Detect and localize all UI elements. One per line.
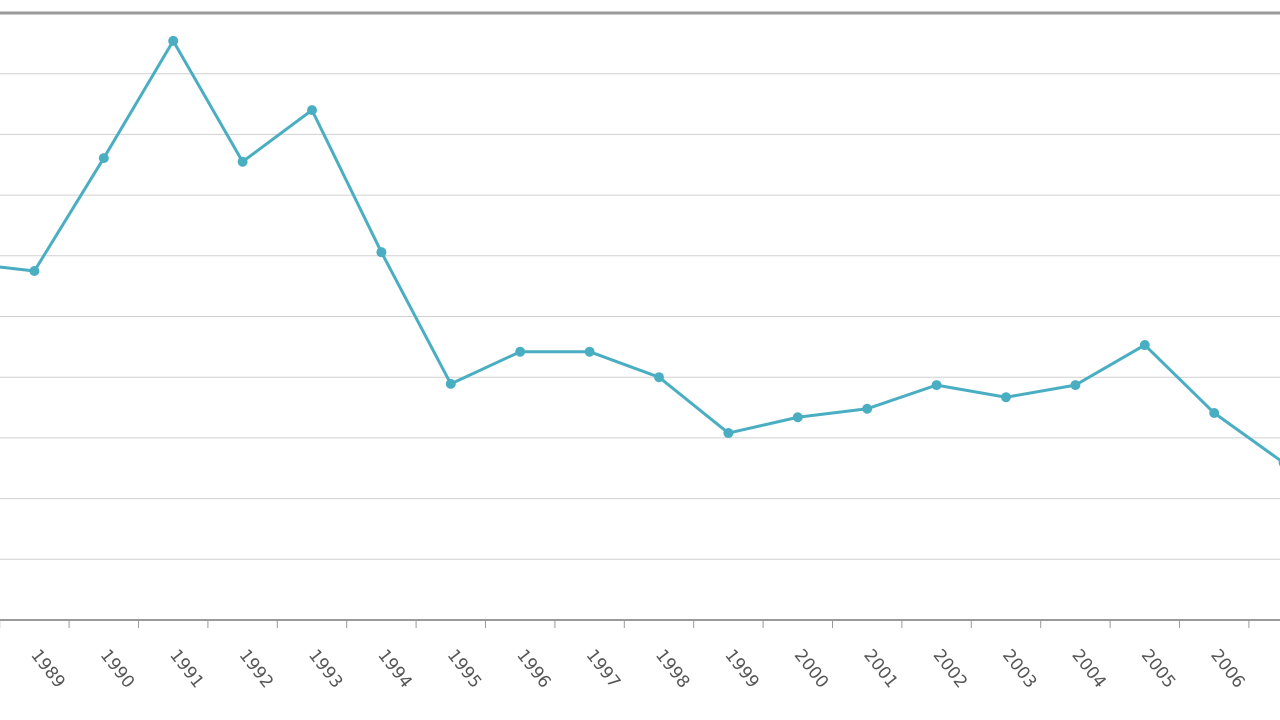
x-tick-label: 1995	[443, 646, 485, 692]
data-point	[931, 380, 942, 391]
data-point	[307, 105, 317, 116]
x-tick-label: 1999	[720, 646, 762, 692]
data-point	[584, 346, 595, 357]
data-point	[1139, 340, 1150, 351]
x-tick-label: 2002	[929, 646, 971, 692]
x-tick-label: 1992	[235, 646, 277, 692]
data-point	[862, 403, 873, 414]
data-line	[0, 39, 1280, 463]
x-tick-label: 1997	[582, 646, 624, 692]
data-point	[1209, 408, 1220, 419]
data-point	[515, 346, 526, 357]
x-tick-label: 1991	[165, 646, 207, 692]
x-tick-label: 1996	[512, 646, 554, 692]
x-tick-label: 2001	[859, 646, 901, 692]
x-tick-label: 2003	[998, 646, 1040, 692]
x-tick-label: 1998	[651, 646, 693, 692]
data-point	[29, 265, 40, 276]
x-tick-label: 2006	[1206, 646, 1248, 692]
x-tick-label: 1994	[373, 646, 415, 692]
x-tick-label: 2004	[1067, 646, 1109, 692]
x-tick-label: 2005	[1137, 646, 1179, 692]
data-point	[1001, 392, 1011, 403]
x-tick-label: 2000	[790, 646, 832, 692]
x-tick-label: 2007	[1276, 646, 1280, 692]
x-tick-label: 1993	[304, 646, 346, 692]
data-point	[1070, 380, 1081, 391]
x-tick-label: 1989	[26, 646, 68, 692]
data-point	[168, 35, 179, 46]
data-point	[376, 247, 387, 258]
data-point	[98, 153, 109, 164]
data-point	[237, 156, 248, 167]
data-point	[445, 378, 456, 389]
x-tick-label: 1990	[96, 646, 138, 692]
data-point	[792, 412, 803, 423]
data-point	[654, 372, 664, 383]
data-point	[723, 428, 734, 439]
